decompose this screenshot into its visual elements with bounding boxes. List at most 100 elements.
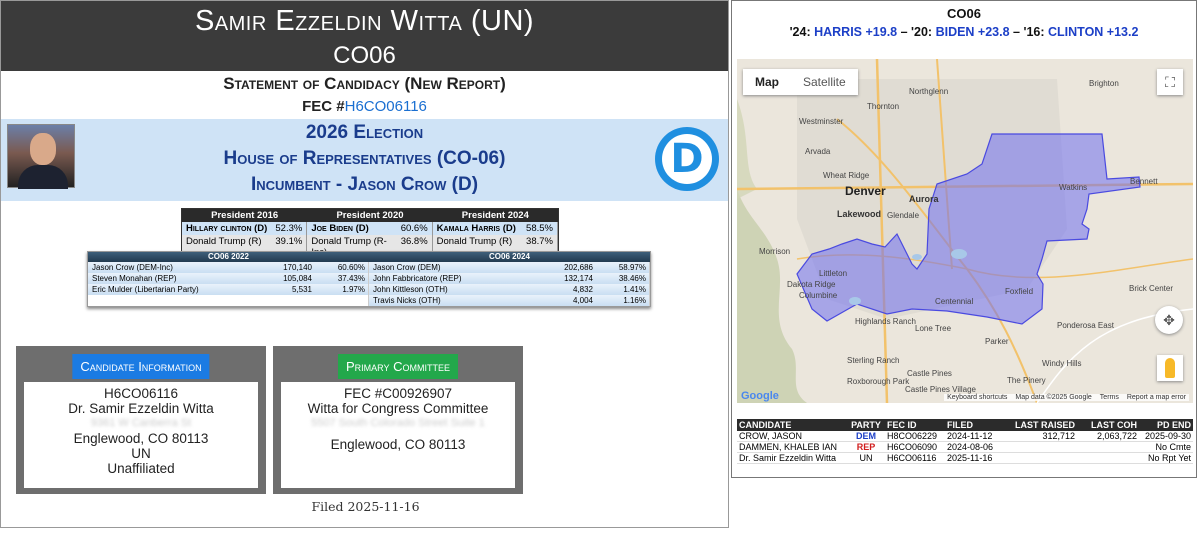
map-tab[interactable]: Map [755,75,779,89]
result-percent: 58.97% [618,263,646,272]
col-last-raised: LAST RAISED [1014,420,1075,430]
election-office: House of Representatives (CO-06) [223,148,506,169]
fec-id-link[interactable]: H6CO06116 [344,98,427,115]
results-row: Eric Mulder (Libertarian Party) 5,531 1.97… [88,284,650,295]
col-pd-end: PD END [1156,420,1191,430]
satellite-tab[interactable]: Satellite [803,75,846,89]
pres-rep-name: Donald Trump (R) [436,236,513,247]
result-votes: 170,140 [283,263,312,272]
map-data-text: Map data ©2025 Google [1015,394,1092,401]
map-place-label: Brighton [1089,79,1119,88]
map-canvas[interactable] [737,59,1193,403]
map-place-label: Watkins [1059,183,1088,192]
district-map[interactable]: Map Satellite ⛶ ✥ BroomfieldThorntonWest… [737,59,1193,403]
candidate-row[interactable]: CROW, JASON DEM H8CO06229 2024-11-12 312,712… [737,431,1193,442]
result-candidate-name: John Kittleson (OTH) [373,285,448,294]
col-party: PARTY [851,420,881,430]
map-place-label: Castle Pines Village [905,385,977,394]
results-2024-cell: Jason Crow (DEM) 202,686 58.97% [369,262,650,273]
map-type-tabs: Map Satellite [743,69,858,95]
result-candidate-name: Jason Crow (DEM) [373,263,441,272]
results-2024-cell: John Fabbricatore (REP) 132,174 38.46% [369,273,650,284]
margin-prefix-2024: '24: [789,25,811,39]
fec-id-cell: H6CO06090 [887,442,938,452]
candidate-row[interactable]: DAMMEN, KHALEB IAN REP H6CO06090 2024-08-06… [737,442,1193,453]
results-row: Travis Nicks (OTH) 4,004 1.16% [88,295,650,306]
map-place-label: Dakota Ridge [787,280,836,289]
map-attribution: Google Keyboard shortcuts Map data ©2025… [737,389,1193,403]
terms-link[interactable]: Terms [1099,394,1119,401]
district-title: CO06 [947,6,981,21]
fec-id-cell: H6CO06116 [887,453,937,463]
results-row: Steven Monahan (REP) 105,084 37.43% John Fa… [88,273,650,284]
margin-prefix-2016: – '16: [1013,25,1045,39]
candidates-table-header: CANDIDATE PARTY FEC ID FILED LAST RAISED… [737,419,1193,431]
pres-dem-name: Joe Biden (D) [311,223,369,234]
committee-name: Witta for Congress Committee [307,401,489,416]
fec-id-cell: H8CO06229 [887,431,938,441]
result-candidate-name: John Fabbricatore (REP) [373,274,462,283]
candidate-address-blurred: 9361 W Canberra St [90,417,192,429]
last-raised-cell [1011,453,1075,463]
result-votes: 5,531 [291,285,312,294]
result-percent: 37.43% [337,274,365,283]
candidate-name-cell: Dr. Samir Ezzeldin Witta [739,453,837,463]
results-row: Jason Crow (DEM-Inc) 170,140 60.60% Jason C… [88,262,650,273]
result-votes: 105,084 [283,274,312,283]
report-error-link[interactable]: Report a map error [1126,394,1186,401]
primary-committee-button[interactable]: Primary Committee [337,354,459,379]
keyboard-shortcuts-link[interactable]: Keyboard shortcuts [947,394,1008,401]
filed-date-cell: 2024-08-06 [947,442,994,452]
margin-2024: HARRIS +19.8 [814,25,898,39]
result-votes: 4,832 [572,285,593,294]
candidate-name-cell: DAMMEN, KHALEB IAN [739,442,838,452]
camera-control-icon[interactable]: ✥ [1155,306,1183,334]
map-place-label: Highlands Ranch [855,317,916,326]
results-2022-cell: Eric Mulder (Libertarian Party) 5,531 1.97… [88,284,369,295]
filed-date-cell: 2024-11-12 [947,431,993,441]
candidate-row[interactable]: Dr. Samir Ezzeldin Witta UN H6CO06116 2025-… [737,453,1193,464]
last-coh-cell [1075,442,1137,452]
pres-dem-pct: 60.6% [400,223,428,234]
map-place-label: Westminster [799,117,844,126]
map-place-label: Sterling Ranch [847,356,900,365]
committee-city: Englewood, CO 80113 [330,437,466,452]
result-votes: 132,174 [564,274,593,283]
map-place-label: Foxfield [1005,287,1034,296]
results-header-2024: CO06 2024 [489,252,530,261]
filed-date-cell: 2025-11-16 [947,453,993,463]
candidate-information-button[interactable]: Candidate Information [72,354,210,379]
results-header-2022: CO06 2022 [208,252,249,261]
pres-dem-name: Hillary clinton (D) [186,223,268,234]
map-place-label: Lone Tree [915,324,952,333]
pd-end-cell: No Cmte [1155,442,1191,452]
pres-header-2016: President 2016 [211,210,279,221]
street-view-pegman-icon[interactable] [1157,355,1183,381]
last-coh-cell [1075,453,1137,463]
party-cell: DEM [856,431,876,441]
candidate-full-name: Dr. Samir Ezzeldin Witta [68,401,214,416]
candidate-party-code: UN [131,446,151,461]
committee-info-content: FEC #C00926907 Witta for Congress Commit… [281,382,515,488]
result-percent: 1.16% [623,296,646,305]
margin-2016: CLINTON +13.2 [1048,25,1139,39]
results-2024-cell: John Kittleson (OTH) 4,832 1.41% [369,284,650,295]
last-raised-cell [1011,442,1075,452]
result-votes: 202,686 [564,263,593,272]
house-results-table: CO06 2022 CO06 2024 Jason Crow (DEM-Inc)… [87,251,651,307]
democratic-party-logo-icon: D [655,127,719,191]
election-incumbent: Incumbent - Jason Crow (D) [250,174,479,195]
map-place-label: Parker [985,337,1009,346]
map-place-label: The Pinery [1007,376,1046,385]
pres-rep-name: Donald Trump (R) [186,236,262,247]
margin-prefix-2020: – '20: [900,25,933,39]
last-raised-cell: 312,712 [1042,431,1075,441]
margin-2020: BIDEN +23.8 [935,25,1010,39]
fec-prefix: FEC # [302,98,345,115]
candidate-info-content: H6CO06116 Dr. Samir Ezzeldin Witta 9361 … [24,382,258,488]
candidate-city: Englewood, CO 80113 [73,431,209,446]
google-logo: Google [741,390,779,402]
result-candidate-name: Eric Mulder (Libertarian Party) [92,285,199,294]
result-percent: 1.41% [623,285,646,294]
fullscreen-icon[interactable]: ⛶ [1157,69,1183,95]
